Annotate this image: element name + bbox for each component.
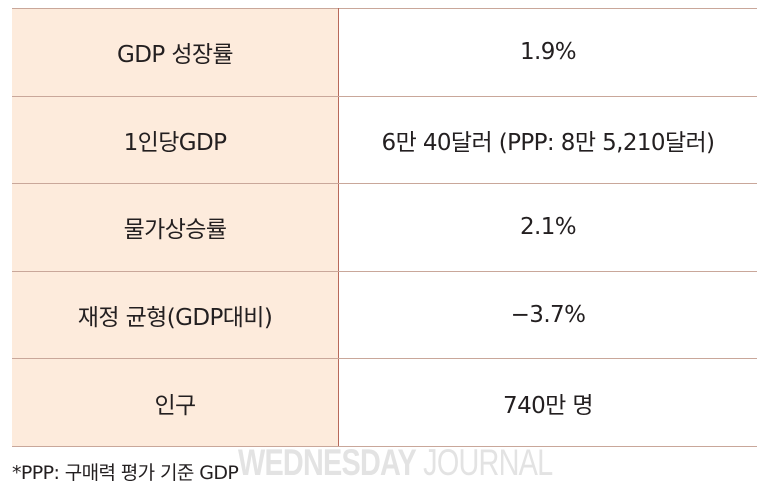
- table-row: 재정 균형(GDP대비) −3.7%: [12, 270, 757, 360]
- watermark: WEDNESDAY JOURNAL: [238, 442, 553, 484]
- row-value-population: 740만 명: [338, 358, 757, 447]
- row-value-inflation: 2.1%: [338, 183, 757, 272]
- row-value-fiscal-balance: −3.7%: [338, 270, 757, 360]
- table-row: 물가상승률 2.1%: [12, 183, 757, 272]
- row-label-inflation: 물가상승률: [12, 183, 339, 272]
- row-label-population: 인구: [12, 358, 339, 447]
- row-value-gdp-per-capita: 6만 40달러 (PPP: 8만 5,210달러): [338, 95, 757, 185]
- table-row: 1인당GDP 6만 40달러 (PPP: 8만 5,210달러): [12, 95, 757, 185]
- economic-indicators-table: GDP 성장률 1.9% 1인당GDP 6만 40달러 (PPP: 8만 5,2…: [12, 8, 757, 447]
- watermark-bold-text: WEDNESDAY: [238, 442, 417, 483]
- footnote: *PPP: 구매력 평가 기준 GDP: [12, 462, 239, 484]
- row-label-gdp-per-capita: 1인당GDP: [12, 95, 339, 185]
- watermark-light-text: JOURNAL: [423, 442, 553, 483]
- row-label-fiscal-balance: 재정 균형(GDP대비): [12, 270, 339, 360]
- table-row: 인구 740만 명: [12, 358, 757, 447]
- table-row: GDP 성장률 1.9%: [12, 8, 757, 97]
- row-value-gdp-growth: 1.9%: [338, 8, 757, 97]
- row-label-gdp-growth: GDP 성장률: [12, 8, 339, 97]
